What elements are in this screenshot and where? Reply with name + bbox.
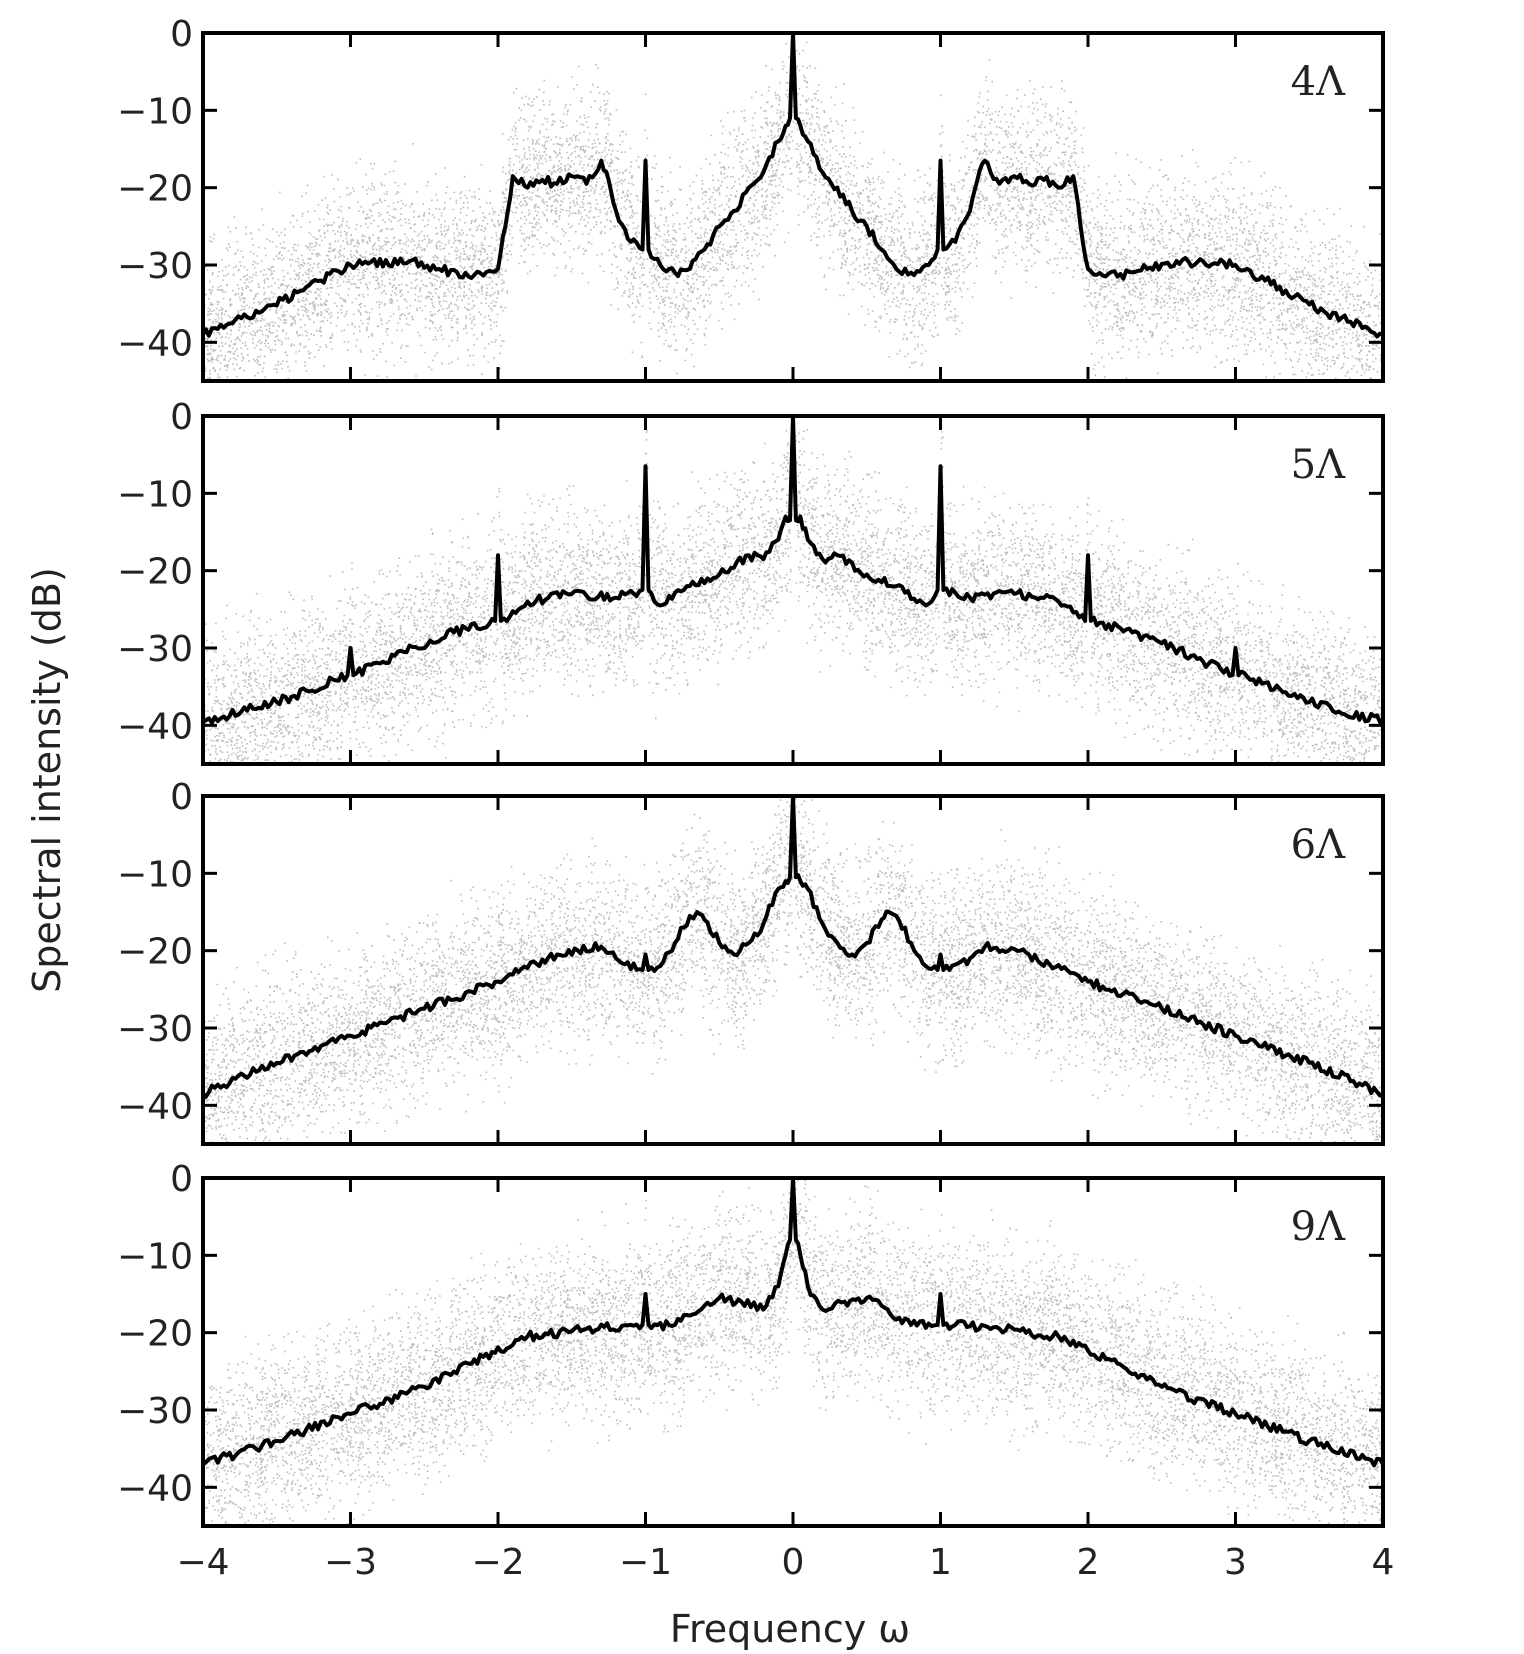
y-tick-label: −10	[117, 91, 193, 132]
x-tick-label: −4	[176, 1542, 229, 1583]
y-tick-label: −20	[117, 932, 193, 973]
y-tick-label: −30	[117, 1009, 193, 1050]
x-tick-label: 2	[1077, 1542, 1100, 1583]
y-tick-label: −10	[117, 854, 193, 895]
panel-1: 0 −10 −20 −30 −40 4Λ	[117, 14, 1385, 383]
scatter-cloud	[203, 421, 1385, 766]
scatter-cloud	[203, 1178, 1385, 1528]
panel-3: 0 −10 −20 −30 −40 6Λ	[117, 777, 1385, 1146]
panels: 0 −10 −20 −30 −40 4Λ 0 −10 −20 −30 −40 5Λ 0 −10 −20 −30…	[117, 14, 1385, 1528]
y-tick-label: −40	[117, 323, 193, 364]
x-tick-label: 0	[782, 1542, 805, 1583]
x-tick-label: 1	[929, 1542, 952, 1583]
x-tick-labels: −4 −3 −2 −1 0 1 2 3 4	[176, 1542, 1394, 1583]
panel-label: 6Λ	[1291, 822, 1346, 868]
panel-2: 0 −10 −20 −30 −40 5Λ	[117, 397, 1385, 766]
y-tick-label: −30	[117, 629, 193, 670]
x-tick-label: −1	[619, 1542, 672, 1583]
y-tick-label: 0	[170, 14, 193, 55]
x-tick-label: 3	[1224, 1542, 1247, 1583]
y-tick-label: −20	[117, 169, 193, 210]
y-tick-label: −30	[117, 246, 193, 287]
y-tick-label: 0	[170, 777, 193, 818]
y-tick-label: −40	[117, 1086, 193, 1127]
scatter-cloud	[203, 797, 1385, 1146]
y-tick-label: −10	[117, 1236, 193, 1277]
x-tick-label: −2	[471, 1542, 524, 1583]
panel-label: 4Λ	[1291, 59, 1346, 105]
y-tick-label: 0	[170, 397, 193, 438]
y-tick-label: −10	[117, 474, 193, 515]
y-axis-label: Spectral intensity (dB)	[25, 567, 69, 993]
x-axis-label: Frequency ω	[670, 1607, 910, 1651]
x-tick-label: 4	[1372, 1542, 1395, 1583]
y-tick-label: −30	[117, 1391, 193, 1432]
panel-4: 0 −10 −20 −30 −40 9Λ	[117, 1159, 1385, 1528]
y-tick-label: −20	[117, 552, 193, 593]
plot-frame	[201, 1176, 1385, 1528]
y-tick-label: −40	[117, 706, 193, 747]
y-tick-label: 0	[170, 1159, 193, 1200]
panel-label: 5Λ	[1291, 442, 1346, 488]
panel-label: 9Λ	[1291, 1204, 1346, 1250]
x-tick-label: −3	[324, 1542, 377, 1583]
spectrum-line	[202, 414, 1384, 725]
scatter-cloud	[203, 33, 1385, 383]
y-tick-label: −40	[117, 1468, 193, 1509]
y-tick-label: −20	[117, 1314, 193, 1355]
